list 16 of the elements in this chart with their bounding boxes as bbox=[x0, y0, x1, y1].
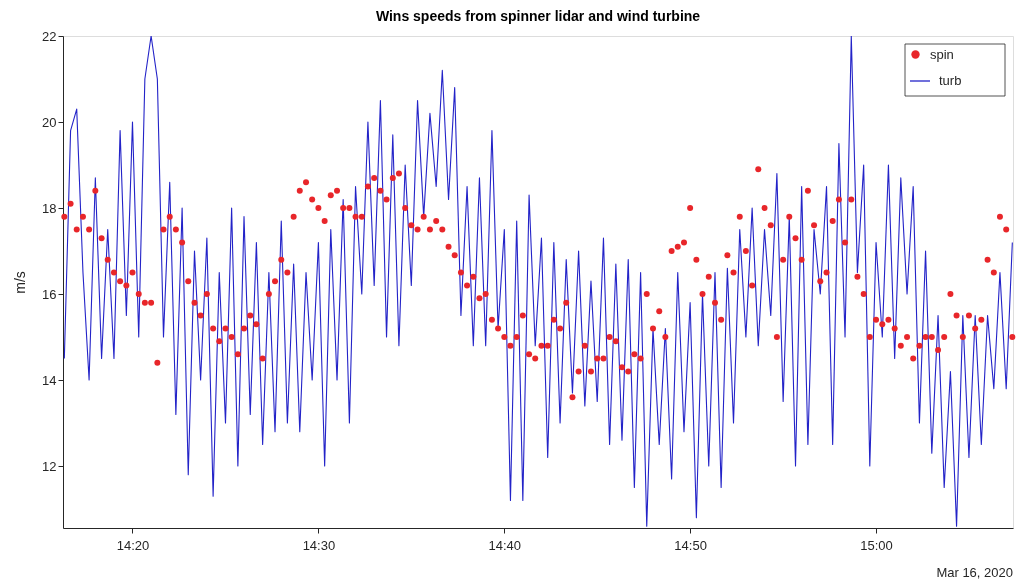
chart-title: Wins speeds from spinner lidar and wind turbine bbox=[375, 8, 701, 24]
x-tick-label: 14:20 bbox=[116, 537, 150, 553]
y-tick-label: 16 bbox=[42, 286, 57, 302]
x-tick-label: 14:30 bbox=[302, 537, 336, 553]
y-axis-title: m/s bbox=[12, 271, 29, 294]
y-tick-label: 22 bbox=[42, 28, 57, 44]
x-tick-label: 14:40 bbox=[488, 537, 522, 553]
x-tick-label: 14:50 bbox=[674, 537, 707, 553]
y-tick-label: 12 bbox=[42, 458, 57, 474]
y-tick-label: 18 bbox=[42, 200, 57, 216]
y-tick-label: 20 bbox=[42, 114, 57, 130]
legend-label: spin bbox=[930, 46, 954, 62]
legend-label: turb bbox=[939, 73, 962, 88]
x-tick-label: 15:00 bbox=[860, 537, 893, 553]
text: Mar 16, 2020 bbox=[936, 565, 1013, 580]
y-tick-label: 14 bbox=[42, 372, 57, 388]
